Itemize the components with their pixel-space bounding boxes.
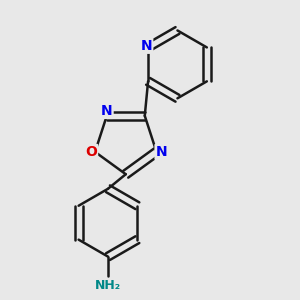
Text: N: N	[101, 104, 112, 118]
Text: N: N	[155, 145, 167, 159]
Text: O: O	[85, 145, 97, 159]
Text: N: N	[141, 39, 152, 53]
Text: NH₂: NH₂	[95, 279, 121, 292]
